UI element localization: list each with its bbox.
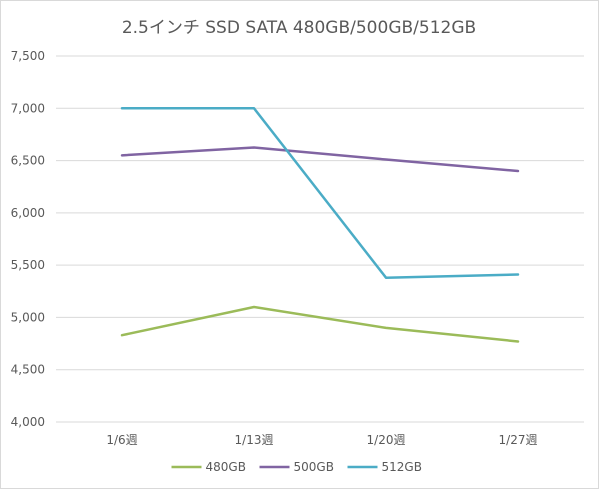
legend-label: 500GB bbox=[294, 460, 334, 474]
x-tick-label: 1/6週 bbox=[106, 433, 137, 447]
y-tick-label: 6,500 bbox=[11, 154, 45, 168]
legend: 480GB 500GB 512GB bbox=[171, 460, 422, 474]
y-tick-label: 7,000 bbox=[11, 101, 45, 115]
gridlines bbox=[56, 55, 584, 423]
y-tick-label: 7,500 bbox=[11, 49, 45, 63]
y-tick-label: 5,500 bbox=[11, 258, 45, 272]
y-axis-tick-labels: 4,000 4,500 5,000 5,500 6,000 6,500 7,000 7,500 bbox=[11, 49, 45, 429]
x-tick-label: 1/27週 bbox=[499, 433, 538, 447]
y-tick-label: 4,000 bbox=[11, 415, 45, 429]
y-tick-label: 5,000 bbox=[11, 310, 45, 324]
series-line-500GB bbox=[120, 146, 520, 173]
series-line-512GB bbox=[120, 107, 520, 279]
legend-label: 512GB bbox=[382, 460, 422, 474]
y-tick-label: 6,000 bbox=[11, 206, 45, 220]
x-tick-label: 1/20週 bbox=[367, 433, 406, 447]
series-line-480GB bbox=[120, 305, 520, 343]
x-axis-tick-labels: 1/6週 1/13週 1/20週 1/27週 bbox=[106, 433, 537, 447]
legend-label: 480GB bbox=[206, 460, 246, 474]
y-tick-label: 4,500 bbox=[11, 363, 45, 377]
chart-title: 2.5インチ SSD SATA 480GB/500GB/512GB bbox=[122, 18, 476, 38]
series-lines bbox=[120, 107, 520, 343]
x-tick-label: 1/13週 bbox=[235, 433, 274, 447]
